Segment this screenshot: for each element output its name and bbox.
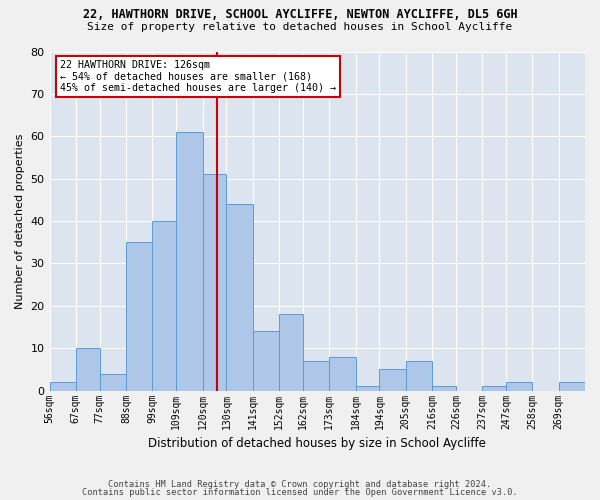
Bar	[329, 356, 356, 390]
Bar	[203, 174, 226, 390]
Bar	[152, 221, 176, 390]
Bar	[482, 386, 506, 390]
Bar	[176, 132, 203, 390]
Text: Contains public sector information licensed under the Open Government Licence v3: Contains public sector information licen…	[82, 488, 518, 497]
Text: 22, HAWTHORN DRIVE, SCHOOL AYCLIFFE, NEWTON AYCLIFFE, DL5 6GH: 22, HAWTHORN DRIVE, SCHOOL AYCLIFFE, NEW…	[83, 8, 517, 20]
Bar	[379, 370, 406, 390]
Bar	[253, 332, 279, 390]
Bar	[226, 204, 253, 390]
Bar	[559, 382, 585, 390]
Bar	[76, 348, 100, 391]
X-axis label: Distribution of detached houses by size in School Aycliffe: Distribution of detached houses by size …	[148, 437, 486, 450]
Bar	[432, 386, 456, 390]
Bar	[506, 382, 532, 390]
Text: Contains HM Land Registry data © Crown copyright and database right 2024.: Contains HM Land Registry data © Crown c…	[109, 480, 491, 489]
Bar	[50, 382, 76, 390]
Bar	[406, 361, 432, 390]
Text: Size of property relative to detached houses in School Aycliffe: Size of property relative to detached ho…	[88, 22, 512, 32]
Bar	[126, 242, 152, 390]
Bar	[356, 386, 379, 390]
Text: 22 HAWTHORN DRIVE: 126sqm
← 54% of detached houses are smaller (168)
45% of semi: 22 HAWTHORN DRIVE: 126sqm ← 54% of detac…	[60, 60, 336, 93]
Bar	[303, 361, 329, 390]
Bar	[100, 374, 126, 390]
Bar	[279, 314, 303, 390]
Y-axis label: Number of detached properties: Number of detached properties	[15, 134, 25, 309]
